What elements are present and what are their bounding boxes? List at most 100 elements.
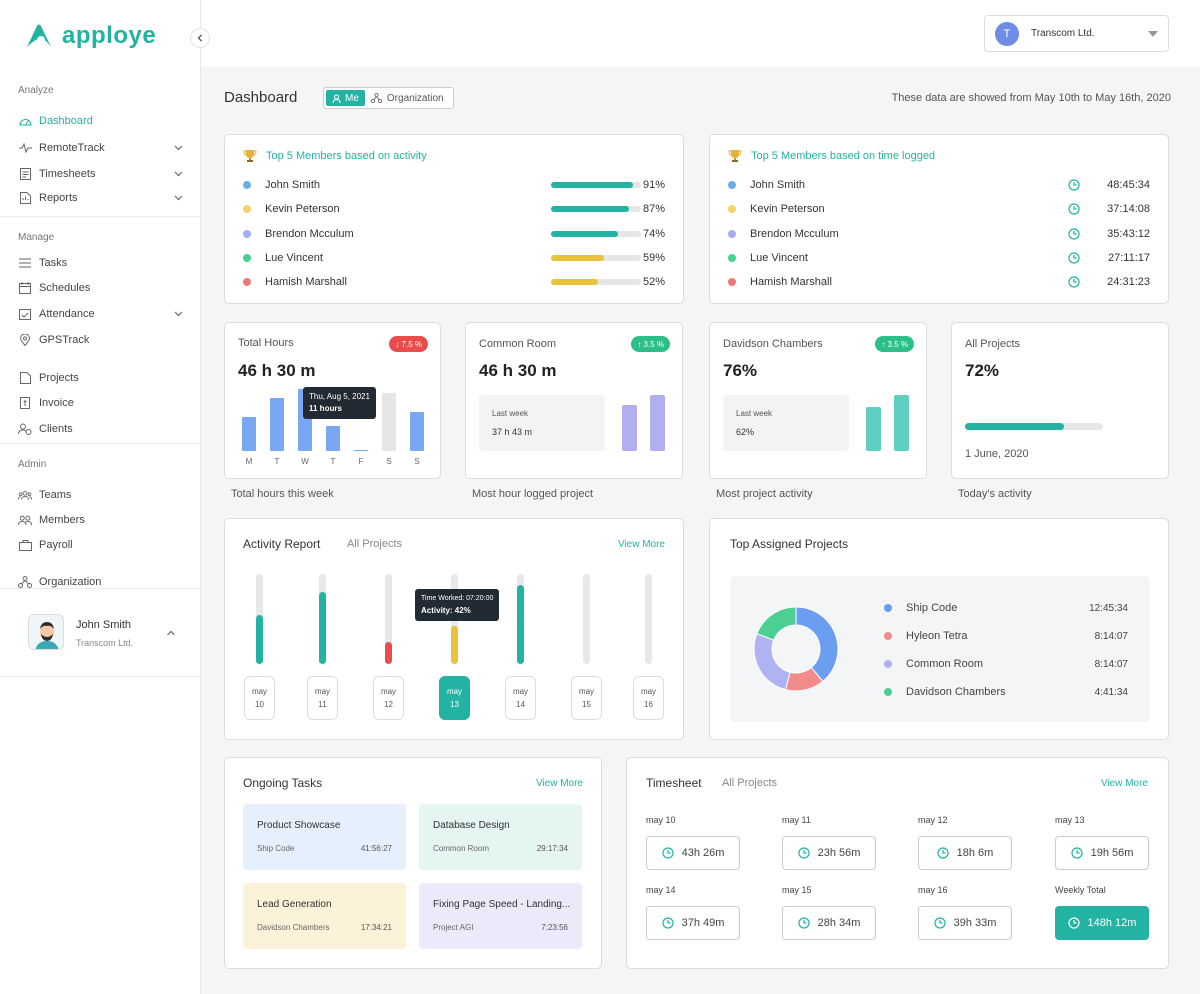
sidebar-item-attendance[interactable]: Attendance xyxy=(18,304,183,324)
day-label: S xyxy=(414,457,420,466)
app-logo[interactable]: apploye xyxy=(24,22,156,50)
trend-badge: ↑ 3.5 % xyxy=(875,336,914,352)
sidebar-collapse-button[interactable] xyxy=(190,28,210,48)
sidebar-item-reports[interactable]: Reports xyxy=(18,188,183,208)
activity-bar-fill[interactable] xyxy=(319,592,326,664)
task-card[interactable]: Database Design Common Room 29:17:34 xyxy=(419,804,582,870)
sidebar-item-tasks[interactable]: Tasks xyxy=(18,253,183,273)
sidebar-item-members[interactable]: Members xyxy=(18,510,183,530)
user-profile[interactable]: John Smith Transcom Ltd. xyxy=(0,600,200,676)
activity-bar-fill[interactable] xyxy=(256,614,263,664)
hours-bar[interactable] xyxy=(326,426,340,451)
member-row[interactable]: Lue Vincent 27:11:17 xyxy=(728,250,1150,266)
timesheet-day-box[interactable]: 37h 49m xyxy=(646,906,740,940)
organization-selector[interactable]: T Transcom Ltd. xyxy=(984,15,1169,52)
timesheet-day-box[interactable]: 19h 56m xyxy=(1055,836,1149,870)
timesheet-day-label: may 12 xyxy=(918,815,948,825)
toggle-me-button[interactable]: Me xyxy=(326,90,365,106)
day-label: W xyxy=(301,457,309,466)
toggle-me-label: Me xyxy=(345,92,359,104)
member-row[interactable]: Brendon Mcculum 35:43:12 xyxy=(728,226,1150,242)
task-card[interactable]: Lead Generation Davidson Chambers 17:34:21 xyxy=(243,883,406,949)
project-filter[interactable]: All Projects xyxy=(722,777,778,789)
chevron-down-icon[interactable] xyxy=(174,169,183,180)
member-row[interactable]: Hamish Marshall 52% xyxy=(243,274,665,290)
payroll-icon xyxy=(18,538,32,552)
timesheet-day-box[interactable]: 18h 6m xyxy=(918,836,1012,870)
project-legend-row[interactable]: Davidson Chambers 4:41:34 xyxy=(884,685,1128,699)
member-row[interactable]: John Smith 91% xyxy=(243,177,665,193)
project-legend-row[interactable]: Ship Code 12:45:34 xyxy=(884,601,1128,615)
clock-icon xyxy=(1068,203,1080,218)
day-chip[interactable]: may 10 xyxy=(244,676,275,720)
timesheet-day-box[interactable]: 43h 26m xyxy=(646,836,740,870)
day-chip[interactable]: may 12 xyxy=(373,676,404,720)
donut-slice[interactable] xyxy=(795,606,839,683)
member-row[interactable]: Lue Vincent 59% xyxy=(243,250,665,266)
sidebar-item-projects[interactable]: Projects xyxy=(18,368,183,388)
activity-bar-fill[interactable] xyxy=(517,584,524,664)
member-row[interactable]: John Smith 48:45:34 xyxy=(728,177,1150,193)
project-legend-row[interactable]: Hyleon Tetra 8:14:07 xyxy=(884,629,1128,643)
donut-panel xyxy=(730,576,1150,722)
member-row[interactable]: Brendon Mcculum 74% xyxy=(243,226,665,242)
report-icon xyxy=(18,191,32,205)
activity-bar-fill[interactable] xyxy=(451,626,458,664)
project-time: 12:45:34 xyxy=(1089,602,1128,614)
sidebar-item-invoice[interactable]: Invoice xyxy=(18,393,183,413)
sidebar-item-timesheets[interactable]: Timesheets xyxy=(18,164,183,184)
chevron-up-icon[interactable] xyxy=(166,626,176,640)
hours-bar[interactable] xyxy=(242,416,256,451)
section-label-analyze: Analyze xyxy=(18,85,54,96)
hours-bar[interactable] xyxy=(270,398,284,451)
activity-bar-track xyxy=(319,574,326,664)
timesheet-day-box[interactable]: 39h 33m xyxy=(918,906,1012,940)
day-chip[interactable]: may 14 xyxy=(505,676,536,720)
task-card[interactable]: Product Showcase Ship Code 41:56:27 xyxy=(243,804,406,870)
sidebar-item-dashboard[interactable]: Dashboard xyxy=(18,111,183,131)
task-card[interactable]: Fixing Page Speed - Landing... Project AG… xyxy=(419,883,582,949)
timesheet-day-box[interactable]: 28h 34m xyxy=(782,906,876,940)
activity-bar-fill[interactable] xyxy=(385,641,392,664)
project-legend-row[interactable]: Common Room 8:14:07 xyxy=(884,657,1128,671)
donut-slice[interactable] xyxy=(753,632,791,691)
sidebar-item-schedules[interactable]: Schedules xyxy=(18,278,183,298)
timesheet-day-value: 23h 56m xyxy=(817,847,861,859)
project-name: Ship Code xyxy=(906,602,958,614)
hours-bar[interactable] xyxy=(410,411,424,451)
donut-slice[interactable] xyxy=(756,606,797,641)
sidebar-item-label: Timesheets xyxy=(39,168,96,180)
sidebar-item-remotetrack[interactable]: RemoteTrack xyxy=(18,138,183,158)
legend-color-dot xyxy=(884,660,892,668)
member-row[interactable]: Kevin Peterson 37:14:08 xyxy=(728,201,1150,217)
toggle-organization-button[interactable]: Organization xyxy=(370,93,444,104)
chevron-down-icon[interactable] xyxy=(174,309,183,320)
view-more-link[interactable]: View More xyxy=(535,778,583,789)
sidebar-item-clients[interactable]: Clients xyxy=(18,419,183,439)
sidebar-item-payroll[interactable]: Payroll xyxy=(18,535,183,555)
day-chip[interactable]: may 11 xyxy=(307,676,338,720)
task-time: 7:23:56 xyxy=(541,923,568,932)
sidebar-item-gpstrack[interactable]: GPSTrack xyxy=(18,330,183,350)
day-chip[interactable]: may 16 xyxy=(633,676,664,720)
hours-bar[interactable] xyxy=(354,449,368,451)
project-filter[interactable]: All Projects xyxy=(347,538,403,550)
member-row[interactable]: Hamish Marshall 24:31:23 xyxy=(728,274,1150,290)
hours-bar[interactable] xyxy=(382,393,396,451)
organization-icon xyxy=(370,93,382,103)
chevron-down-icon[interactable] xyxy=(174,143,183,154)
member-row[interactable]: Kevin Peterson 87% xyxy=(243,201,665,217)
view-more-link[interactable]: View More xyxy=(1100,778,1148,789)
sidebar-item-teams[interactable]: Teams xyxy=(18,485,183,505)
timesheet-day-box[interactable]: 23h 56m xyxy=(782,836,876,870)
sidebar-item-organization[interactable]: Organization xyxy=(18,572,183,592)
day-chip[interactable]: may 15 xyxy=(571,676,602,720)
day-chip[interactable]: may 13 xyxy=(439,676,470,720)
view-more-link[interactable]: View More xyxy=(617,539,665,550)
stat-label: All Projects xyxy=(965,338,1021,350)
top-members-activity-card: Top 5 Members based on activity John Smi… xyxy=(224,134,684,304)
weekly-total-box[interactable]: 148h 12m xyxy=(1055,906,1149,940)
chevron-down-icon[interactable] xyxy=(174,193,183,204)
top-assigned-projects-card: Top Assigned Projects xyxy=(709,518,1169,740)
task-project: Davidson Chambers xyxy=(257,923,330,932)
